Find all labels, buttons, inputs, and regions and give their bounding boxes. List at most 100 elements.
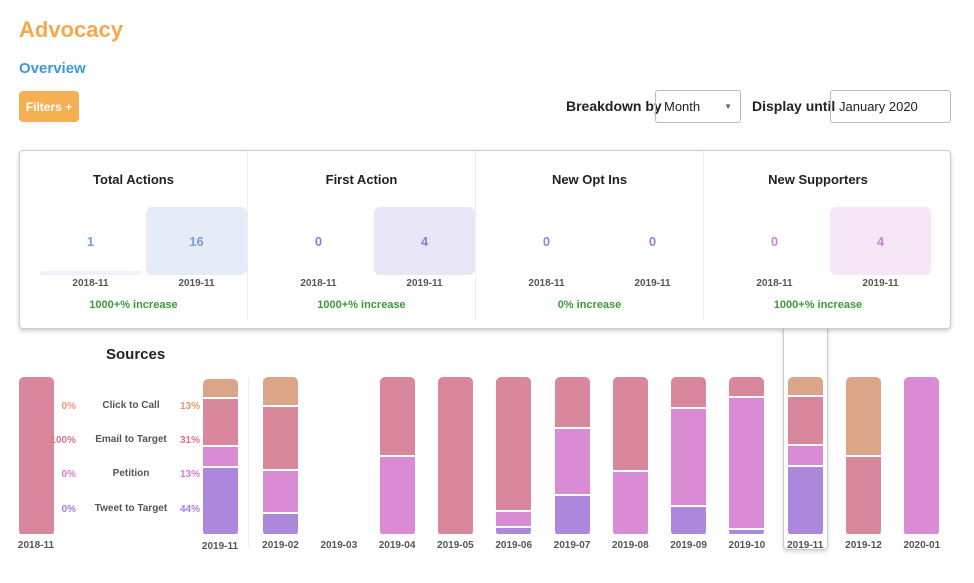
bar-segment-tweet-to-target	[554, 496, 590, 536]
month-label: 2019-12	[845, 540, 882, 551]
bar-segment-email-to-target	[263, 407, 298, 471]
bar-segment-tweet-to-target	[263, 513, 298, 536]
bar-segment-email-to-target	[729, 377, 765, 398]
bar-segment-tweet-to-target	[787, 466, 823, 536]
bar-2019-08[interactable]	[612, 377, 648, 536]
bar-segment-petition	[729, 397, 765, 530]
bar-2019-04[interactable]	[379, 377, 415, 536]
kpi-card: Total Actions 1 16 2018-11 2019-11 1000+% inc…	[19, 150, 951, 329]
bar-2020-01[interactable]	[904, 377, 940, 536]
prev-percent: 0%	[61, 401, 76, 412]
kpi-change: 0% increase	[557, 299, 622, 311]
bar-segment-tweet-to-target	[729, 529, 765, 536]
bar-segment-email-to-target	[846, 456, 881, 536]
bar-segment-email-to-target	[787, 397, 823, 447]
kpi-curr-date: 2019-11	[862, 278, 899, 289]
filters-button[interactable]: Filters +	[19, 91, 79, 122]
section-subtitle: Overview	[19, 60, 86, 77]
curr-percent: 44%	[179, 504, 200, 515]
bar-segment-email-to-target	[437, 377, 473, 536]
prev-percent: 0%	[61, 504, 76, 515]
kpi-title: First Action	[325, 172, 398, 187]
kpi-change: 1000+% increase	[773, 299, 863, 311]
page-title: Advocacy	[19, 17, 123, 42]
bar-segment-tweet-to-target	[496, 528, 532, 536]
month-label: 2019-10	[728, 540, 766, 551]
bar-segment-click-to-call	[263, 377, 298, 408]
kpi-prev-value: 1	[86, 233, 95, 249]
month-label: 2020-01	[903, 540, 941, 551]
kpi-change: 1000+% increase	[89, 299, 178, 311]
bar-segment-email-to-target	[554, 377, 590, 430]
bar-2019-02[interactable]	[263, 377, 298, 536]
bar-2019-07[interactable]	[554, 377, 590, 536]
bar-segment-email-to-target	[496, 377, 532, 513]
month-label: 2019-09	[670, 540, 707, 551]
bar-segment-email-to-target	[612, 377, 648, 473]
kpi-prev-date: 2018-11	[528, 278, 565, 289]
prev-percent: 100%	[50, 435, 76, 446]
bar-2019-10[interactable]	[729, 377, 765, 536]
bar-segment-email-to-target	[671, 377, 707, 409]
kpi-curr-value: 16	[146, 207, 247, 275]
bar-2018-11[interactable]	[19, 377, 54, 536]
bar-segment-email-to-target	[203, 399, 238, 448]
prev-percent: 0%	[61, 469, 76, 480]
bar-2019-06[interactable]	[496, 377, 532, 536]
bar-2019-11[interactable]	[787, 377, 823, 536]
bar-segment-click-to-call	[787, 377, 823, 398]
bar-2019-11-compare[interactable]	[203, 379, 238, 536]
bar-2019-09[interactable]	[671, 377, 707, 536]
curr-percent: 13%	[179, 469, 200, 480]
bar-segment-petition	[787, 446, 823, 467]
kpi-curr-value: 4	[830, 207, 931, 275]
display-until-input[interactable]: January 2020	[830, 90, 951, 123]
curr-percent: 31%	[179, 435, 200, 446]
kpi-0: Total Actions 1 16 2018-11 2019-11 1000+% inc…	[20, 151, 248, 321]
kpi-1: First Action 0 4 2018-11 2019-11 1000+% incre…	[248, 151, 476, 321]
bar-segment-tweet-to-target	[203, 467, 238, 536]
display-until-label: Display until	[752, 98, 836, 114]
kpi-prev-value: 0	[314, 233, 323, 249]
bar-segment-petition	[671, 408, 707, 508]
bar-segment-petition	[554, 429, 590, 497]
month-label: 2019-05	[437, 540, 474, 551]
bar-segment-petition	[904, 377, 940, 536]
kpi-prev-bar	[40, 271, 141, 275]
kpi-title: Total Actions	[93, 172, 174, 187]
bar-segment-click-to-call	[203, 379, 238, 400]
month-label: 2019-02	[262, 540, 299, 551]
bar-segment-petition	[263, 470, 298, 514]
kpi-2: New Opt Ins 0 0 2018-11 2019-11 0% increase	[476, 151, 704, 321]
kpi-prev-date: 2018-11	[756, 278, 793, 289]
month-label: 2019-11	[201, 541, 239, 552]
month-label: 2019-08	[611, 540, 649, 551]
month-label: 2019-07	[553, 540, 591, 551]
kpi-prev-date: 2018-11	[300, 278, 337, 289]
bar-2019-05[interactable]	[437, 377, 473, 536]
legend-click-to-call: Click to Call	[102, 400, 160, 411]
chevron-down-icon: ▼	[724, 102, 732, 111]
legend-tweet-to-target: Tweet to Target	[94, 503, 168, 514]
kpi-title: New Opt Ins	[551, 172, 628, 187]
breakdown-select[interactable]: Month ▼	[655, 90, 741, 123]
month-label: 2019-03	[320, 540, 358, 551]
bar-segment-petition	[379, 456, 415, 536]
kpi-title: New Supporters	[768, 172, 868, 187]
bar-segment-email-to-target	[19, 377, 54, 536]
breakdown-value: Month	[664, 99, 701, 114]
month-label: 2018-11	[17, 540, 55, 551]
bar-segment-petition	[203, 447, 238, 468]
bar-segment-click-to-call	[846, 377, 881, 457]
bar-2019-12[interactable]	[846, 377, 881, 536]
bar-segment-petition	[612, 472, 648, 536]
kpi-change: 1000+% increase	[317, 299, 406, 311]
kpi-prev-date: 2018-11	[72, 278, 109, 289]
kpi-prev-value: 0	[770, 233, 779, 249]
bar-segment-email-to-target	[379, 377, 415, 457]
kpi-prev-value: 0	[542, 233, 551, 249]
legend-petition: Petition	[112, 468, 150, 479]
bar-segment-tweet-to-target	[671, 507, 707, 536]
month-label: 2019-06	[495, 540, 533, 551]
